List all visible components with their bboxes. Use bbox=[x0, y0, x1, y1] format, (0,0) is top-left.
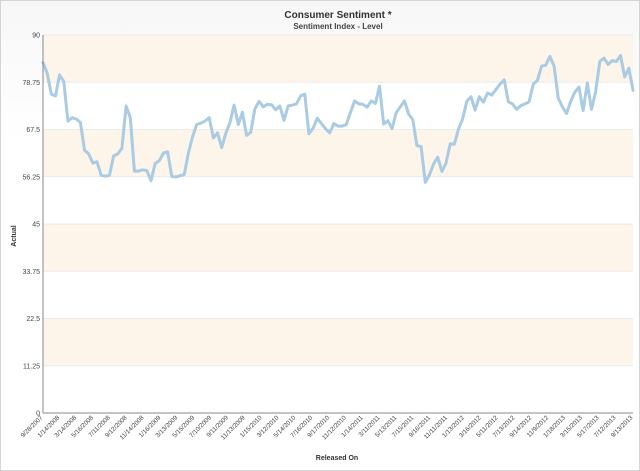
y-tick-label: 0 bbox=[36, 411, 40, 418]
plot-band bbox=[43, 176, 633, 224]
plot-band bbox=[43, 35, 633, 83]
x-tick-labels: 9/28/20071/14/20083/14/20085/16/20087/11… bbox=[20, 414, 635, 441]
axes bbox=[42, 35, 633, 414]
chart-subtitle: Sentiment Index - Level bbox=[293, 22, 383, 31]
chart-title: Consumer Sentiment * bbox=[284, 10, 392, 21]
series-line bbox=[41, 54, 635, 184]
plot-band bbox=[43, 365, 633, 413]
plot-band bbox=[43, 318, 633, 366]
y-tick-labels: 0 11.25 22.5 33.75 45 56.25 67.5 78.75 90 bbox=[22, 33, 40, 418]
series-group bbox=[41, 54, 635, 184]
plot-band bbox=[43, 271, 633, 319]
y-tick-label: 67.5 bbox=[26, 127, 40, 134]
y-tick-label: 11.25 bbox=[23, 363, 40, 370]
y-tick-label: 45 bbox=[32, 222, 40, 229]
plot-bands bbox=[43, 35, 633, 413]
y-tick-label: 90 bbox=[32, 33, 40, 40]
y-tick-label: 56.25 bbox=[22, 174, 40, 181]
y-tick-label: 33.75 bbox=[22, 269, 40, 276]
y-tick-label: 78.75 bbox=[22, 80, 40, 87]
plot-band bbox=[43, 224, 633, 272]
y-axis-label: Actual bbox=[11, 225, 18, 246]
y-tick-label: 22.5 bbox=[26, 316, 40, 323]
plot-band bbox=[43, 82, 633, 130]
x-axis-label: Released On bbox=[316, 455, 358, 462]
